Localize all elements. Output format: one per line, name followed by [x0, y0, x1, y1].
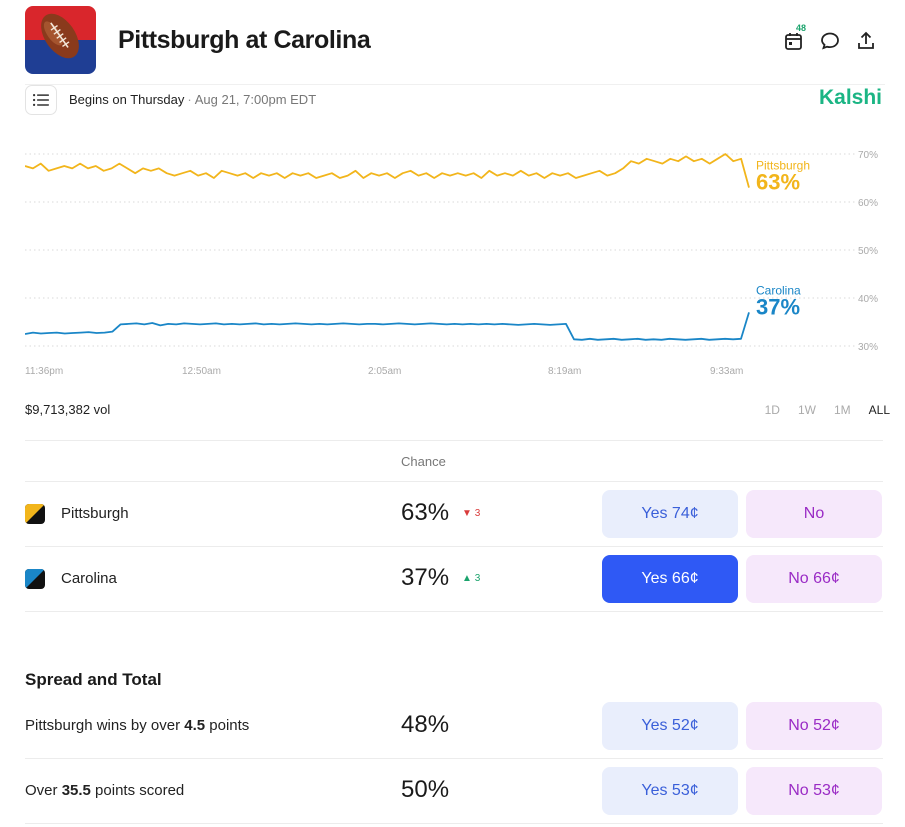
- list-icon: [33, 94, 49, 106]
- x-tick-label: 2:05am: [368, 366, 401, 377]
- divider: [25, 546, 883, 547]
- begins-label: Begins on Thursday: [69, 92, 185, 107]
- prop-description: Pittsburgh wins by over 4.5 points: [25, 717, 250, 734]
- divider: [25, 823, 883, 824]
- event-info-bar: Begins on Thursday · Aug 21, 7:00pm EDT Ka…: [25, 84, 885, 115]
- buy-yes-button[interactable]: Yes 53¢: [602, 767, 738, 815]
- prop-chance: 50%: [401, 776, 450, 803]
- event-date: Aug 21, 7:00pm EDT: [194, 92, 317, 107]
- price-chart[interactable]: 70% 60% 50% 40% 30% 11:36pm 12:50am 2:05am 8:19a…: [25, 140, 890, 380]
- comment-icon[interactable]: [819, 30, 841, 52]
- prop-row-spread[interactable]: Pittsburgh wins by over 4.5 points 48% Y…: [25, 694, 883, 758]
- y-tick-label: 70%: [858, 150, 878, 161]
- team-swatch-icon: [25, 504, 45, 524]
- y-tick-label: 60%: [858, 198, 878, 209]
- outcome-row-carolina[interactable]: Carolina 37% ▲ 3 Yes 66¢ No 66¢: [25, 547, 883, 611]
- prop-chance: 48%: [401, 711, 450, 738]
- outcome-name: Carolina: [61, 570, 117, 587]
- divider: [25, 611, 883, 612]
- x-tick-label: 8:19am: [548, 366, 581, 377]
- range-1w[interactable]: 1W: [797, 403, 816, 417]
- share-icon[interactable]: [855, 30, 877, 52]
- chance-change: ▲ 3: [462, 573, 480, 584]
- chance-change: ▼ 3: [462, 508, 480, 519]
- y-tick-label: 50%: [858, 246, 878, 257]
- buy-no-button[interactable]: No 52¢: [746, 702, 882, 750]
- arrow-down-icon: ▼: [462, 508, 472, 519]
- arrow-up-icon: ▲: [462, 573, 472, 584]
- football-icon: [25, 6, 96, 74]
- team-swatch-icon: [25, 569, 45, 589]
- chance-column-header: Chance: [401, 454, 446, 469]
- divider: [25, 481, 883, 482]
- calendar-icon[interactable]: [783, 30, 805, 52]
- buy-no-button[interactable]: No 66¢: [746, 555, 882, 603]
- page-title: Pittsburgh at Carolina: [118, 26, 371, 54]
- price-chart-svg: 70% 60% 50% 40% 30% 11:36pm 12:50am 2:05am 8:19a…: [25, 150, 878, 377]
- chance-delta-value: 3: [474, 573, 481, 584]
- buy-no-button[interactable]: No 53¢: [746, 767, 882, 815]
- x-tick-label: 11:36pm: [25, 366, 63, 377]
- series-line-carolina: [25, 312, 750, 341]
- outcome-row-pittsburgh[interactable]: Pittsburgh 63% ▼ 3 Yes 74¢ No: [25, 482, 883, 546]
- divider: [25, 440, 883, 441]
- outcome-chance: 63%: [401, 499, 450, 526]
- time-range-selector: 1D 1W 1M ALL: [747, 403, 890, 417]
- buy-no-button[interactable]: No: [746, 490, 882, 538]
- series-line-pittsburgh: [25, 153, 750, 188]
- divider: [25, 758, 883, 759]
- volume-label: $9,713,382 vol: [25, 402, 111, 417]
- kalshi-logo: Kalshi: [818, 86, 882, 109]
- range-1d[interactable]: 1D: [764, 403, 780, 417]
- y-tick-label: 40%: [858, 294, 878, 305]
- buy-yes-button[interactable]: Yes 66¢: [602, 555, 738, 603]
- prop-row-total[interactable]: Over 35.5 points scored 50% Yes 53¢ No 5…: [25, 759, 883, 823]
- series-name-label: Carolina: [756, 283, 801, 297]
- y-tick-label: 30%: [858, 342, 878, 353]
- x-tick-label: 9:33am: [710, 366, 743, 377]
- event-header: Pittsburgh at Carolina 48: [25, 6, 885, 76]
- series-end-value: 63%: [756, 170, 800, 195]
- rules-menu-button[interactable]: [25, 85, 57, 115]
- range-all[interactable]: ALL: [868, 403, 890, 417]
- outcome-chance: 37%: [401, 564, 450, 591]
- x-tick-label: 12:50am: [182, 366, 221, 377]
- chance-delta-value: 3: [474, 508, 481, 519]
- event-start-time: Begins on Thursday · Aug 21, 7:00pm EDT: [69, 92, 317, 107]
- series-end-value: 37%: [756, 294, 800, 319]
- outcome-name: Pittsburgh: [61, 505, 129, 522]
- section-title: Spread and Total: [25, 670, 162, 689]
- prop-description: Over 35.5 points scored: [25, 782, 185, 799]
- buy-yes-button[interactable]: Yes 52¢: [602, 702, 738, 750]
- buy-yes-button[interactable]: Yes 74¢: [602, 490, 738, 538]
- range-1m[interactable]: 1M: [833, 403, 851, 417]
- calendar-badge: 48: [796, 23, 807, 33]
- series-name-label: Pittsburgh: [756, 159, 810, 173]
